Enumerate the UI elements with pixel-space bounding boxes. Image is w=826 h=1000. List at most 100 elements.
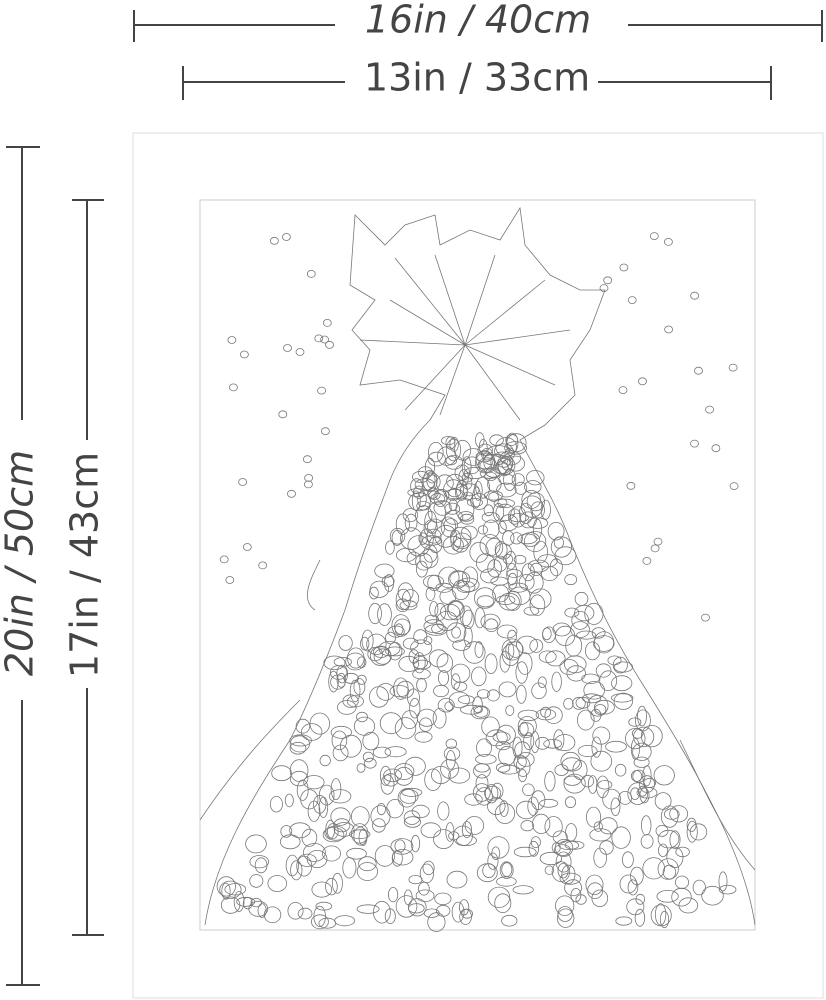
snow-cell bbox=[306, 269, 316, 278]
cell bbox=[513, 554, 527, 565]
cell bbox=[510, 532, 523, 545]
cell bbox=[480, 448, 493, 461]
cell bbox=[459, 605, 473, 627]
cell bbox=[473, 587, 496, 609]
cell bbox=[452, 537, 469, 553]
cell bbox=[526, 470, 545, 486]
cell bbox=[423, 636, 433, 645]
cell bbox=[554, 546, 577, 566]
cell bbox=[387, 886, 399, 903]
cell bbox=[413, 485, 425, 499]
cell bbox=[445, 738, 458, 750]
cell bbox=[328, 789, 352, 804]
cell bbox=[410, 478, 423, 495]
cell bbox=[514, 481, 528, 495]
cell bbox=[666, 846, 684, 869]
cell bbox=[356, 674, 367, 685]
cell bbox=[513, 846, 537, 858]
cell bbox=[343, 672, 359, 684]
cell bbox=[553, 844, 571, 856]
cell bbox=[402, 508, 419, 523]
cell bbox=[511, 473, 525, 486]
cell bbox=[633, 756, 650, 768]
cell bbox=[420, 822, 442, 838]
star-rays bbox=[359, 254, 571, 421]
cell bbox=[321, 845, 341, 862]
cell bbox=[469, 541, 489, 563]
cell bbox=[444, 454, 464, 470]
snow-cell bbox=[638, 377, 647, 386]
snow-cell bbox=[705, 405, 714, 414]
snow-cell bbox=[664, 325, 673, 334]
cell bbox=[498, 745, 517, 766]
cell bbox=[701, 885, 724, 906]
snow-cell bbox=[694, 366, 703, 375]
cell bbox=[452, 639, 471, 651]
cell bbox=[501, 638, 524, 661]
cell bbox=[640, 834, 654, 849]
cell bbox=[639, 787, 650, 804]
cell bbox=[564, 607, 580, 618]
cell bbox=[329, 665, 348, 680]
cell bbox=[501, 914, 518, 927]
ground-lines bbox=[199, 559, 756, 871]
cell bbox=[424, 510, 437, 534]
cell bbox=[572, 696, 586, 710]
cell bbox=[452, 532, 472, 550]
cell bbox=[379, 712, 403, 735]
cell bbox=[514, 741, 531, 759]
snow-cell bbox=[690, 291, 699, 300]
snow-cell bbox=[320, 335, 330, 344]
cell bbox=[692, 879, 706, 896]
cell bbox=[285, 854, 299, 877]
cell bbox=[435, 489, 450, 503]
cell bbox=[523, 531, 547, 553]
cell bbox=[484, 471, 498, 481]
cell bbox=[630, 866, 644, 886]
cell bbox=[440, 603, 461, 621]
cell bbox=[495, 503, 515, 522]
cell bbox=[330, 725, 352, 739]
cell bbox=[430, 493, 446, 505]
cell bbox=[397, 582, 414, 602]
cell bbox=[655, 825, 669, 837]
cell bbox=[395, 598, 410, 612]
cell bbox=[376, 683, 396, 701]
cell bbox=[450, 673, 461, 690]
cell bbox=[476, 595, 495, 608]
cell bbox=[350, 806, 370, 827]
cell bbox=[517, 716, 537, 737]
cell bbox=[233, 891, 245, 912]
cell bbox=[627, 782, 648, 805]
cell bbox=[363, 757, 377, 769]
snow-cell bbox=[653, 537, 663, 546]
cell bbox=[590, 708, 602, 722]
cell bbox=[487, 886, 511, 908]
cell bbox=[424, 768, 442, 791]
snow-cell bbox=[317, 386, 327, 395]
cell bbox=[539, 851, 563, 866]
cell bbox=[346, 695, 364, 708]
cell bbox=[496, 724, 516, 745]
cell bbox=[369, 580, 390, 598]
cell bbox=[289, 759, 309, 782]
cell bbox=[499, 861, 514, 879]
cell bbox=[475, 774, 489, 793]
cell bbox=[520, 532, 541, 547]
cell bbox=[556, 908, 575, 928]
cell bbox=[446, 622, 467, 643]
cell bbox=[401, 787, 423, 797]
cell bbox=[490, 576, 509, 586]
cell bbox=[339, 734, 362, 758]
snow-cell bbox=[325, 340, 334, 349]
cell bbox=[473, 706, 489, 718]
cell bbox=[560, 751, 581, 771]
cell bbox=[718, 871, 728, 892]
cell bbox=[640, 724, 663, 748]
cell bbox=[480, 613, 501, 630]
cell bbox=[414, 478, 436, 491]
snow-cell bbox=[228, 383, 238, 392]
cell bbox=[372, 746, 392, 759]
cell bbox=[554, 734, 576, 752]
